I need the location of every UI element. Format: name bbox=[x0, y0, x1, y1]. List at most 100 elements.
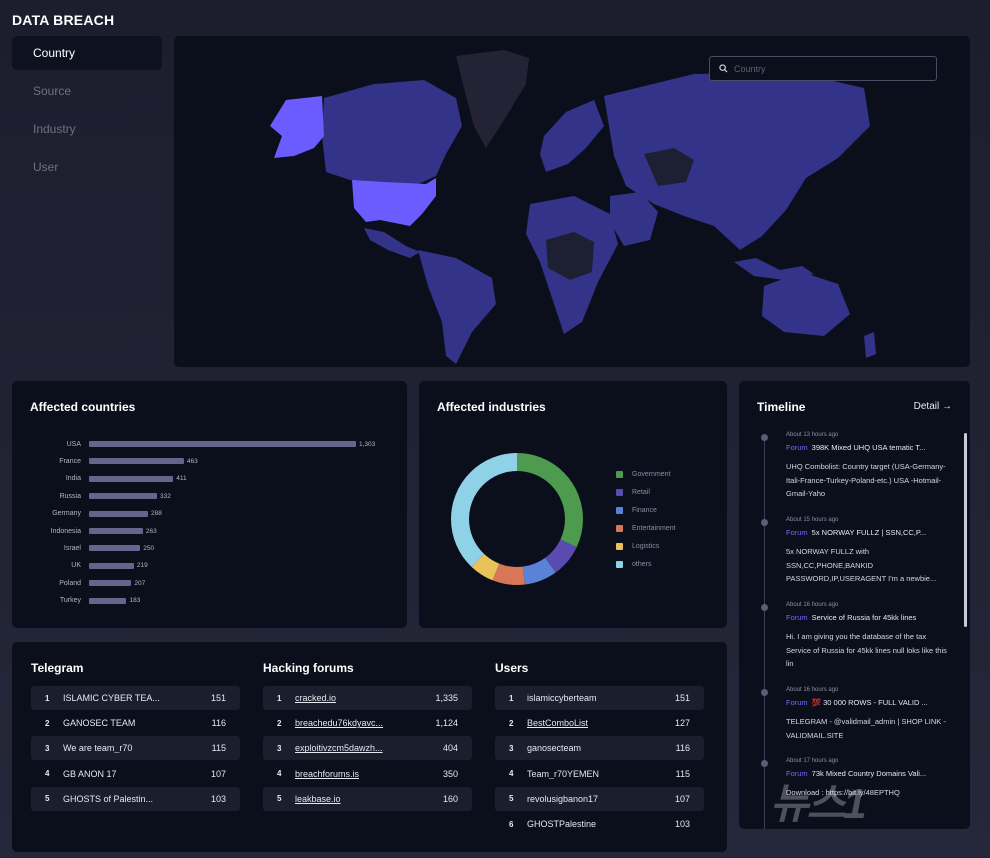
hacking-forums-title: Hacking forums bbox=[263, 661, 354, 675]
bar[interactable] bbox=[89, 441, 356, 447]
bar[interactable] bbox=[89, 597, 127, 604]
legend-item[interactable]: others bbox=[616, 555, 676, 573]
entry-time: About 16 hours ago bbox=[786, 687, 839, 693]
ranking-row[interactable]: 5 GHOSTS of Palestin... 103 bbox=[31, 786, 240, 811]
entry-body: 5x NORWAY FULLZ with SSN,CC,PHONE,BANKID… bbox=[786, 547, 937, 583]
sidebar-item-industry[interactable]: Industry bbox=[33, 122, 76, 136]
timeline-detail-link[interactable]: Detail → bbox=[914, 401, 952, 412]
country-bar-row[interactable]: France 463 bbox=[12, 454, 198, 468]
map-usa bbox=[352, 178, 436, 226]
legend-label: Entertainment bbox=[632, 524, 676, 532]
panel-title: Affected countries bbox=[30, 400, 136, 414]
country-bar-row[interactable]: UK 219 bbox=[12, 559, 147, 573]
sidebar-item-country[interactable]: Country bbox=[12, 36, 162, 70]
timeline-entry[interactable]: About 15 hours ago Forum 5x NORWAY FULLZ … bbox=[761, 517, 951, 586]
legend-item[interactable]: Finance bbox=[616, 501, 676, 519]
bar[interactable] bbox=[89, 458, 184, 465]
bar-value-label: 332 bbox=[160, 492, 171, 500]
rank-name: We are team_r70 bbox=[63, 743, 133, 754]
ranking-row[interactable]: 6 GHOSTPalestine 103 bbox=[495, 812, 704, 836]
rank-number: 3 bbox=[509, 743, 514, 753]
bar-label: Israel bbox=[63, 544, 81, 552]
ranking-row[interactable]: 1 islamiccyberteam 151 bbox=[495, 686, 704, 710]
country-search[interactable] bbox=[709, 56, 937, 81]
rank-name-link[interactable]: leakbase.io bbox=[295, 793, 341, 804]
rank-name: Team_r70YEMEN bbox=[527, 768, 600, 779]
entry-headline: 💯 30 000 ROWS - FULL VALID ... bbox=[811, 698, 928, 707]
rank-number: 2 bbox=[45, 718, 50, 728]
bar[interactable] bbox=[89, 493, 158, 500]
country-bar-row[interactable]: Russia 332 bbox=[12, 489, 171, 503]
legend-item[interactable]: Logistics bbox=[616, 537, 676, 555]
country-bar-row[interactable]: Poland 207 bbox=[12, 576, 145, 590]
rank-name: GB ANON 17 bbox=[63, 768, 117, 779]
bar-label: Poland bbox=[59, 579, 81, 587]
rank-count: 1,124 bbox=[435, 718, 458, 729]
timeline-entry[interactable]: About 17 hours ago Forum 73k Mixed Countr… bbox=[761, 758, 951, 800]
ranking-row[interactable]: 4 breachforums.is 350 bbox=[263, 762, 472, 786]
donut-slice-others[interactable] bbox=[451, 453, 583, 585]
sidebar-item-source[interactable]: Source bbox=[33, 84, 72, 98]
bar[interactable] bbox=[89, 510, 148, 517]
timeline-entry[interactable]: About 13 hours ago Forum 398K Mixed UHQ U… bbox=[761, 432, 951, 501]
timeline-scrollbar[interactable] bbox=[964, 433, 967, 627]
ranking-row[interactable]: 4 Team_r70YEMEN 115 bbox=[495, 762, 704, 786]
affected-countries-panel: Affected countries USA 1,303 France 463 Indi… bbox=[12, 381, 407, 628]
ranking-row[interactable]: 3 exploitivzcm5dawzh... 404 bbox=[263, 736, 472, 761]
ranking-row[interactable]: 5 revolusigbanon17 107 bbox=[495, 786, 704, 811]
rank-number: 1 bbox=[45, 693, 50, 703]
ranking-row[interactable]: 1 ISLAMIC CYBER TEA... 151 bbox=[31, 686, 240, 710]
timeline-dot bbox=[761, 604, 768, 611]
legend-item[interactable]: Entertainment bbox=[616, 519, 676, 537]
ranking-row[interactable]: 3 We are team_r70 115 bbox=[31, 736, 240, 761]
legend-swatch bbox=[616, 470, 623, 478]
ranking-row[interactable]: 2 BestComboList 127 bbox=[495, 711, 704, 735]
rank-name-link[interactable]: breachedu76kdyavc... bbox=[295, 718, 384, 729]
bar[interactable] bbox=[89, 580, 132, 587]
legend-item[interactable]: Retail bbox=[616, 483, 676, 501]
timeline-entry[interactable]: About 16 hours ago Forum Service of Russi… bbox=[761, 602, 951, 671]
rank-name-link[interactable]: exploitivzcm5dawzh... bbox=[295, 743, 383, 754]
ranking-row[interactable]: 2 breachedu76kdyavc... 1,124 bbox=[263, 711, 472, 735]
rank-count: 115 bbox=[211, 743, 226, 754]
ranking-row[interactable]: 1 cracked.io 1,335 bbox=[263, 686, 472, 710]
bar-label: Indonesia bbox=[50, 527, 81, 535]
legend-swatch bbox=[616, 506, 623, 514]
bar[interactable] bbox=[89, 562, 134, 569]
ranking-row[interactable]: 5 leakbase.io 160 bbox=[263, 786, 472, 811]
map-middle-east bbox=[610, 192, 658, 246]
rank-name-link[interactable]: cracked.io bbox=[295, 693, 337, 703]
country-bar-row[interactable]: USA 1,303 bbox=[12, 437, 376, 451]
ranking-row[interactable]: 3 ganosecteam 116 bbox=[495, 736, 704, 761]
sidebar-item-user[interactable]: User bbox=[33, 160, 59, 174]
entry-tag: Forum bbox=[786, 528, 808, 537]
country-bar-row[interactable]: India 411 bbox=[12, 472, 187, 486]
country-bar-row[interactable]: Indonesia 263 bbox=[12, 524, 157, 538]
rank-number: 4 bbox=[277, 769, 282, 779]
map-canada bbox=[322, 80, 462, 186]
entry-time: About 16 hours ago bbox=[786, 602, 839, 608]
entry-time: About 13 hours ago bbox=[786, 432, 839, 438]
rank-number: 5 bbox=[509, 794, 514, 804]
rank-name-link[interactable]: BestComboList bbox=[527, 718, 589, 729]
bar[interactable] bbox=[89, 545, 141, 552]
world-map[interactable] bbox=[174, 36, 970, 367]
ranking-row[interactable]: 4 GB ANON 17 107 bbox=[31, 762, 240, 786]
legend-item[interactable]: Government bbox=[616, 465, 676, 483]
entry-tag: Forum bbox=[786, 443, 808, 452]
country-bar-row[interactable]: Germany 288 bbox=[12, 507, 162, 521]
country-bar-row[interactable]: Turkey 183 bbox=[12, 594, 140, 608]
map-central-asia-unaffected bbox=[644, 148, 694, 186]
entry-tag: Forum bbox=[786, 769, 808, 778]
entry-body: Download : https://bit.ly/48EPTHQ bbox=[786, 788, 900, 797]
country-search-input[interactable] bbox=[734, 63, 924, 74]
bar-label: Germany bbox=[52, 510, 81, 518]
bar[interactable] bbox=[89, 475, 174, 482]
rank-name-link[interactable]: breachforums.is bbox=[295, 768, 360, 779]
donut-slice-entertainment[interactable] bbox=[451, 453, 583, 585]
timeline-entry[interactable]: About 16 hours ago Forum 💯 30 000 ROWS - … bbox=[761, 687, 951, 742]
country-bar-row[interactable]: Israel 250 bbox=[12, 541, 154, 555]
ranking-row[interactable]: 2 GANOSEC TEAM 116 bbox=[31, 711, 240, 735]
bar[interactable] bbox=[89, 528, 143, 534]
app-title: DATA BREACH bbox=[12, 12, 115, 28]
